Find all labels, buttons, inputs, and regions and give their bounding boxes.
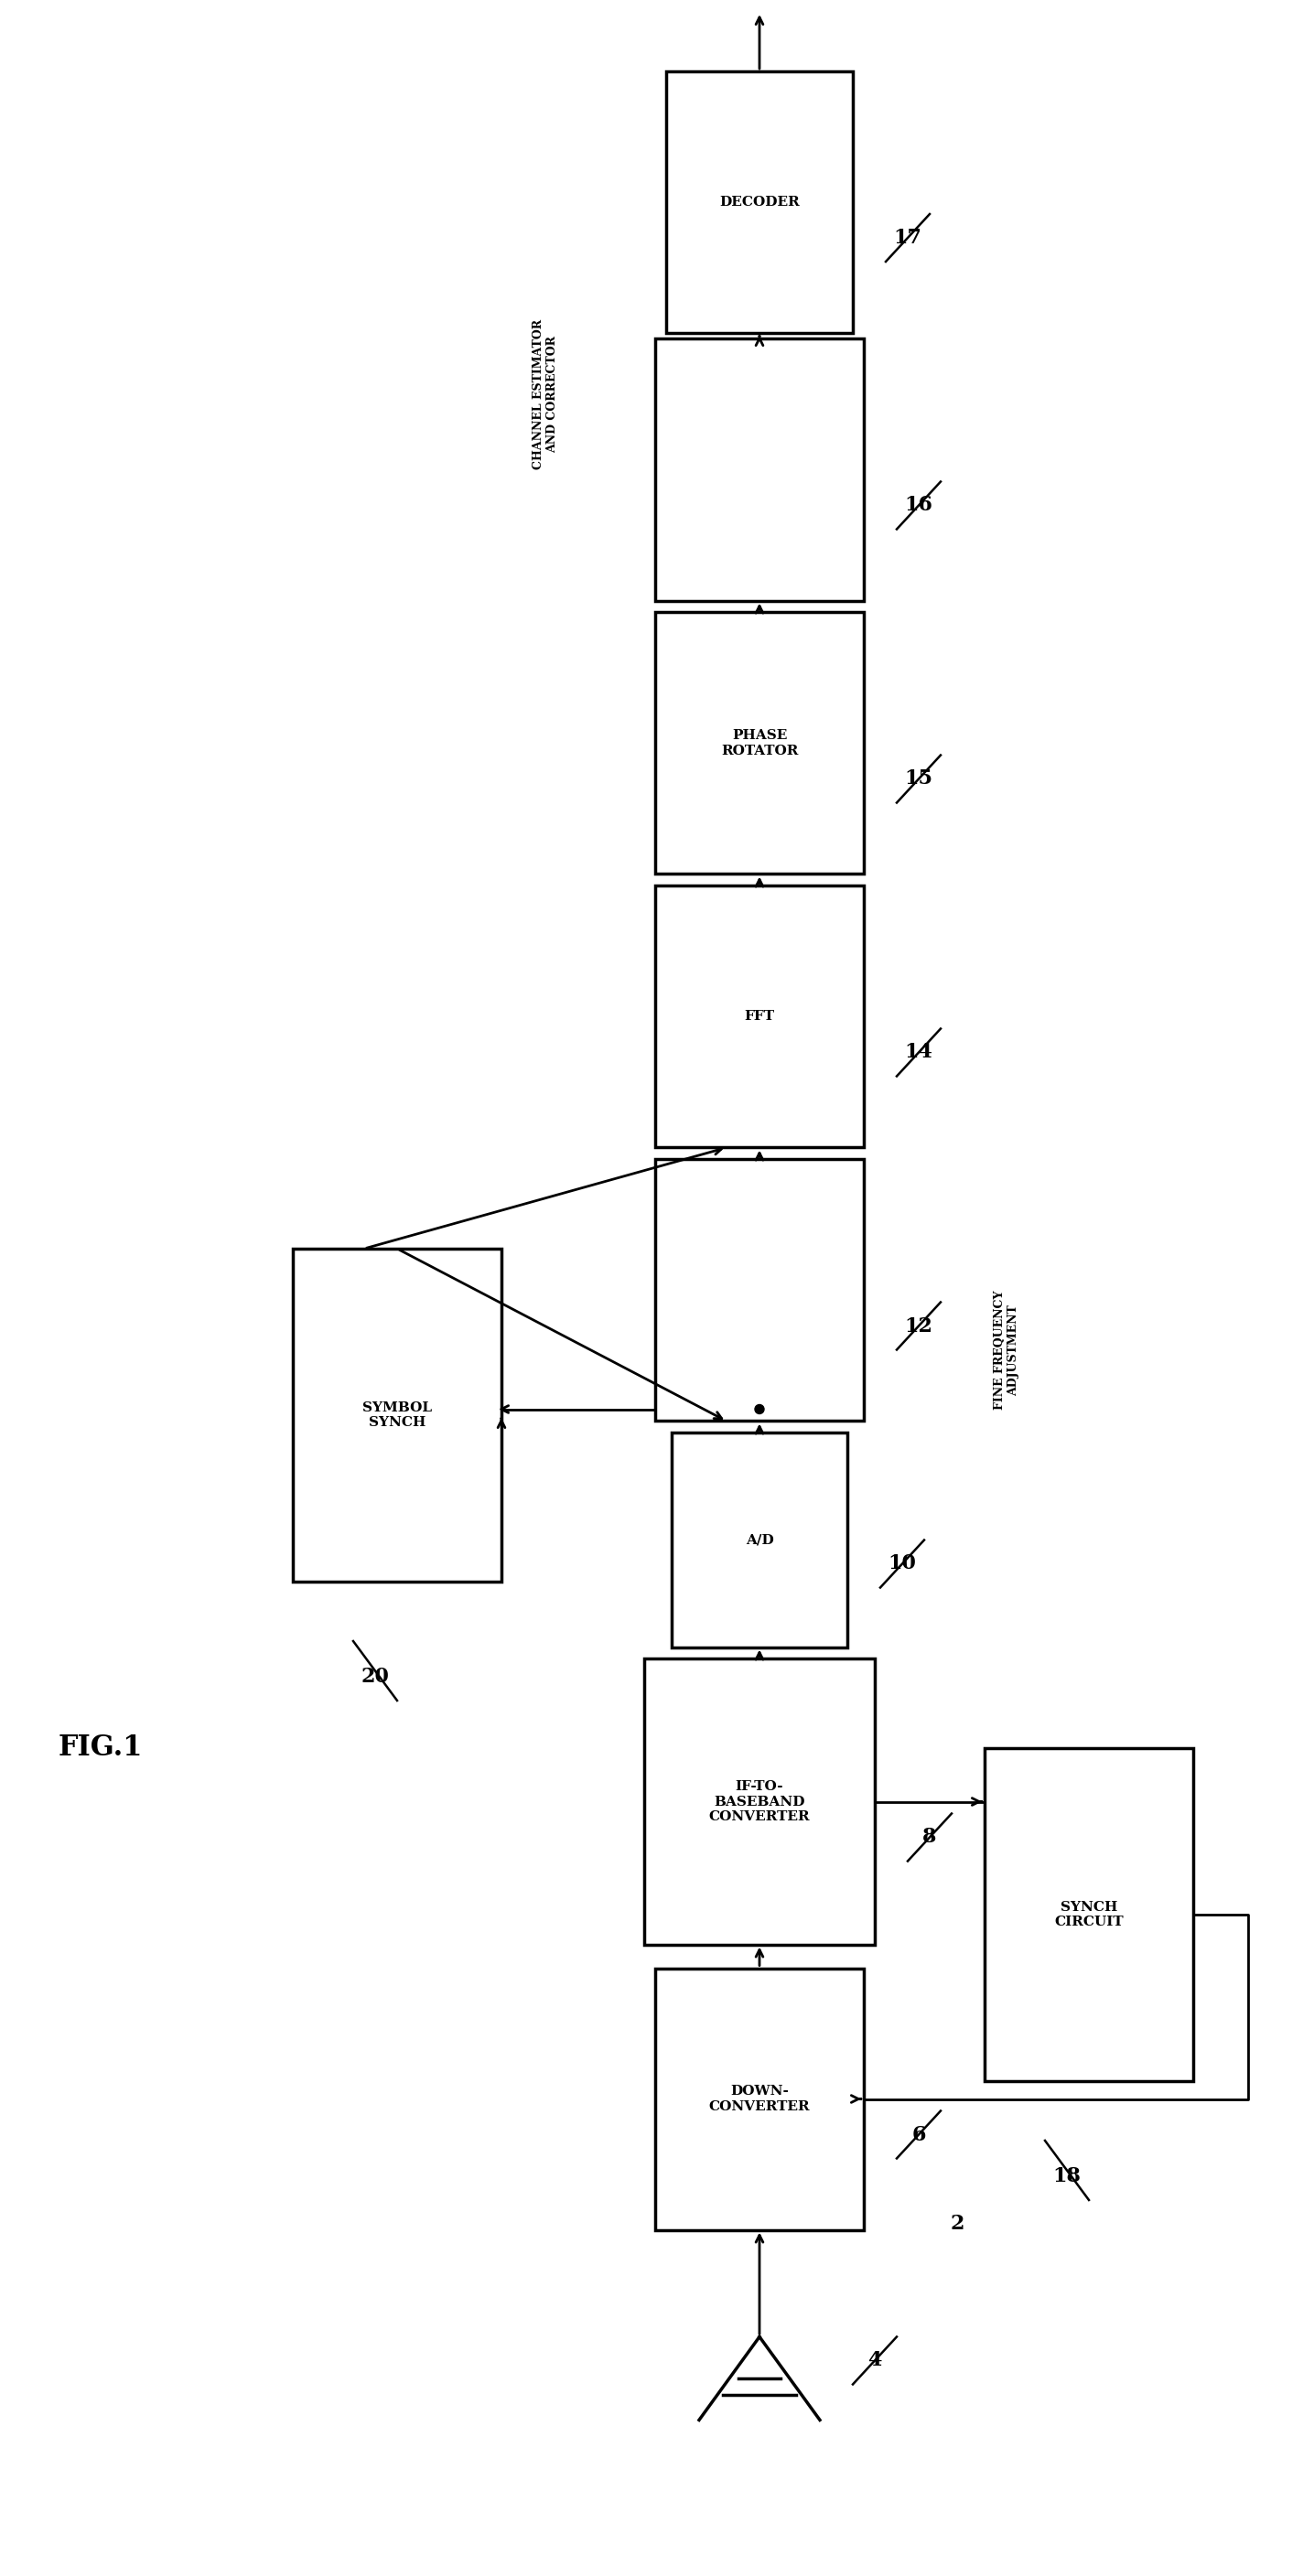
Text: 2: 2 bbox=[950, 2213, 964, 2233]
Bar bbox=[655, 340, 864, 600]
Text: PHASE
ROTATOR: PHASE ROTATOR bbox=[721, 729, 797, 757]
Bar bbox=[644, 1659, 874, 1945]
Text: 17: 17 bbox=[894, 227, 923, 247]
Bar bbox=[655, 1968, 864, 2231]
Text: 18: 18 bbox=[1053, 2166, 1081, 2187]
Text: DOWN-
CONVERTER: DOWN- CONVERTER bbox=[709, 2084, 810, 2112]
Circle shape bbox=[754, 1404, 764, 1414]
Text: 16: 16 bbox=[904, 495, 933, 515]
Text: DECODER: DECODER bbox=[719, 196, 800, 209]
Text: 14: 14 bbox=[904, 1043, 933, 1061]
Bar bbox=[655, 1159, 864, 1422]
Text: FINE FREQUENCY
ADJUSTMENT: FINE FREQUENCY ADJUSTMENT bbox=[994, 1291, 1019, 1409]
Text: 8: 8 bbox=[923, 1826, 937, 1847]
Text: 10: 10 bbox=[889, 1553, 916, 1574]
Text: 15: 15 bbox=[904, 768, 933, 788]
Bar bbox=[655, 886, 864, 1146]
Text: SYNCH
CIRCUIT: SYNCH CIRCUIT bbox=[1054, 1901, 1123, 1929]
Text: 4: 4 bbox=[868, 2349, 882, 2370]
Text: FFT: FFT bbox=[744, 1010, 774, 1023]
Text: 12: 12 bbox=[904, 1316, 933, 1337]
Bar bbox=[655, 613, 864, 873]
Text: 6: 6 bbox=[912, 2125, 925, 2146]
Text: A/D: A/D bbox=[745, 1533, 774, 1546]
Text: FIG.1: FIG.1 bbox=[59, 1734, 143, 1762]
Bar bbox=[985, 1749, 1194, 2081]
Bar bbox=[293, 1249, 502, 1582]
Text: SYMBOL
SYNCH: SYMBOL SYNCH bbox=[362, 1401, 433, 1430]
Bar bbox=[666, 72, 852, 332]
Text: IF-TO-
BASEBAND
CONVERTER: IF-TO- BASEBAND CONVERTER bbox=[709, 1780, 810, 1824]
Text: CHANNEL ESTIMATOR
AND CORRECTOR: CHANNEL ESTIMATOR AND CORRECTOR bbox=[533, 319, 558, 469]
Text: 20: 20 bbox=[361, 1667, 390, 1687]
Bar bbox=[671, 1432, 847, 1646]
